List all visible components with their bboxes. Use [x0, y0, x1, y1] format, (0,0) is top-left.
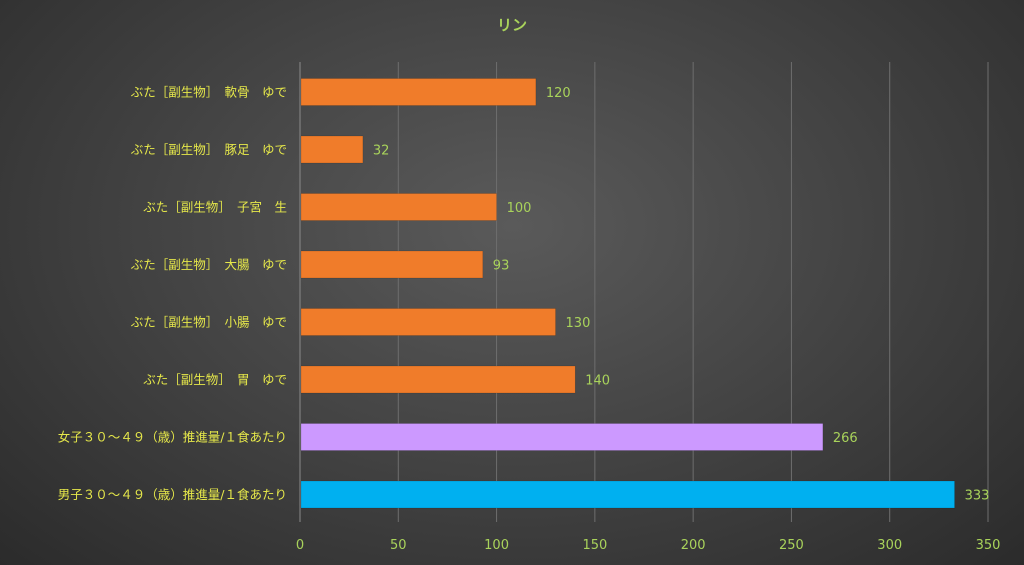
value-label-1: 32: [373, 144, 390, 159]
x-tick-label-5: 250: [779, 538, 804, 553]
x-tick-label-3: 150: [582, 538, 607, 553]
category-label-7: 男子３０～４９（歳）推進量/１食あたり: [58, 487, 287, 502]
category-label-3: ぶた［副生物］ 大腸 ゆで: [131, 257, 287, 272]
category-label-2: ぶた［副生物］ 子宮 生: [143, 200, 287, 215]
bar-0: [300, 78, 537, 106]
value-label-7: 333: [965, 489, 990, 504]
category-label-6: 女子３０～４９（歳）推進量/１食あたり: [58, 430, 287, 445]
category-label-0: ぶた［副生物］ 軟骨 ゆで: [131, 85, 287, 100]
category-label-4: ぶた［副生物］ 小腸 ゆで: [131, 315, 287, 330]
bar-5: [300, 365, 576, 394]
x-tick-label-4: 200: [681, 538, 706, 553]
x-tick-label-6: 300: [877, 538, 902, 553]
bar-4: [300, 308, 556, 336]
value-label-6: 266: [833, 431, 858, 446]
category-label-1: ぶた［副生物］ 豚足 ゆで: [131, 142, 287, 157]
bar-3: [300, 250, 484, 279]
x-tick-label-0: 0: [296, 538, 304, 553]
x-tick-label-2: 100: [484, 538, 509, 553]
value-label-4: 130: [566, 316, 591, 331]
x-tick-label-1: 50: [390, 538, 407, 553]
value-label-5: 140: [585, 374, 610, 389]
x-tick-label-7: 350: [976, 538, 1001, 553]
bar-7: [300, 480, 955, 509]
value-label-2: 100: [507, 201, 532, 216]
value-label-3: 93: [493, 259, 510, 274]
category-label-5: ぶた［副生物］ 胃 ゆで: [143, 372, 287, 387]
bar-6: [300, 423, 824, 451]
value-label-0: 120: [546, 86, 571, 101]
chart-title: リン: [496, 16, 527, 34]
bar-2: [300, 193, 497, 221]
bar-1: [300, 135, 364, 164]
